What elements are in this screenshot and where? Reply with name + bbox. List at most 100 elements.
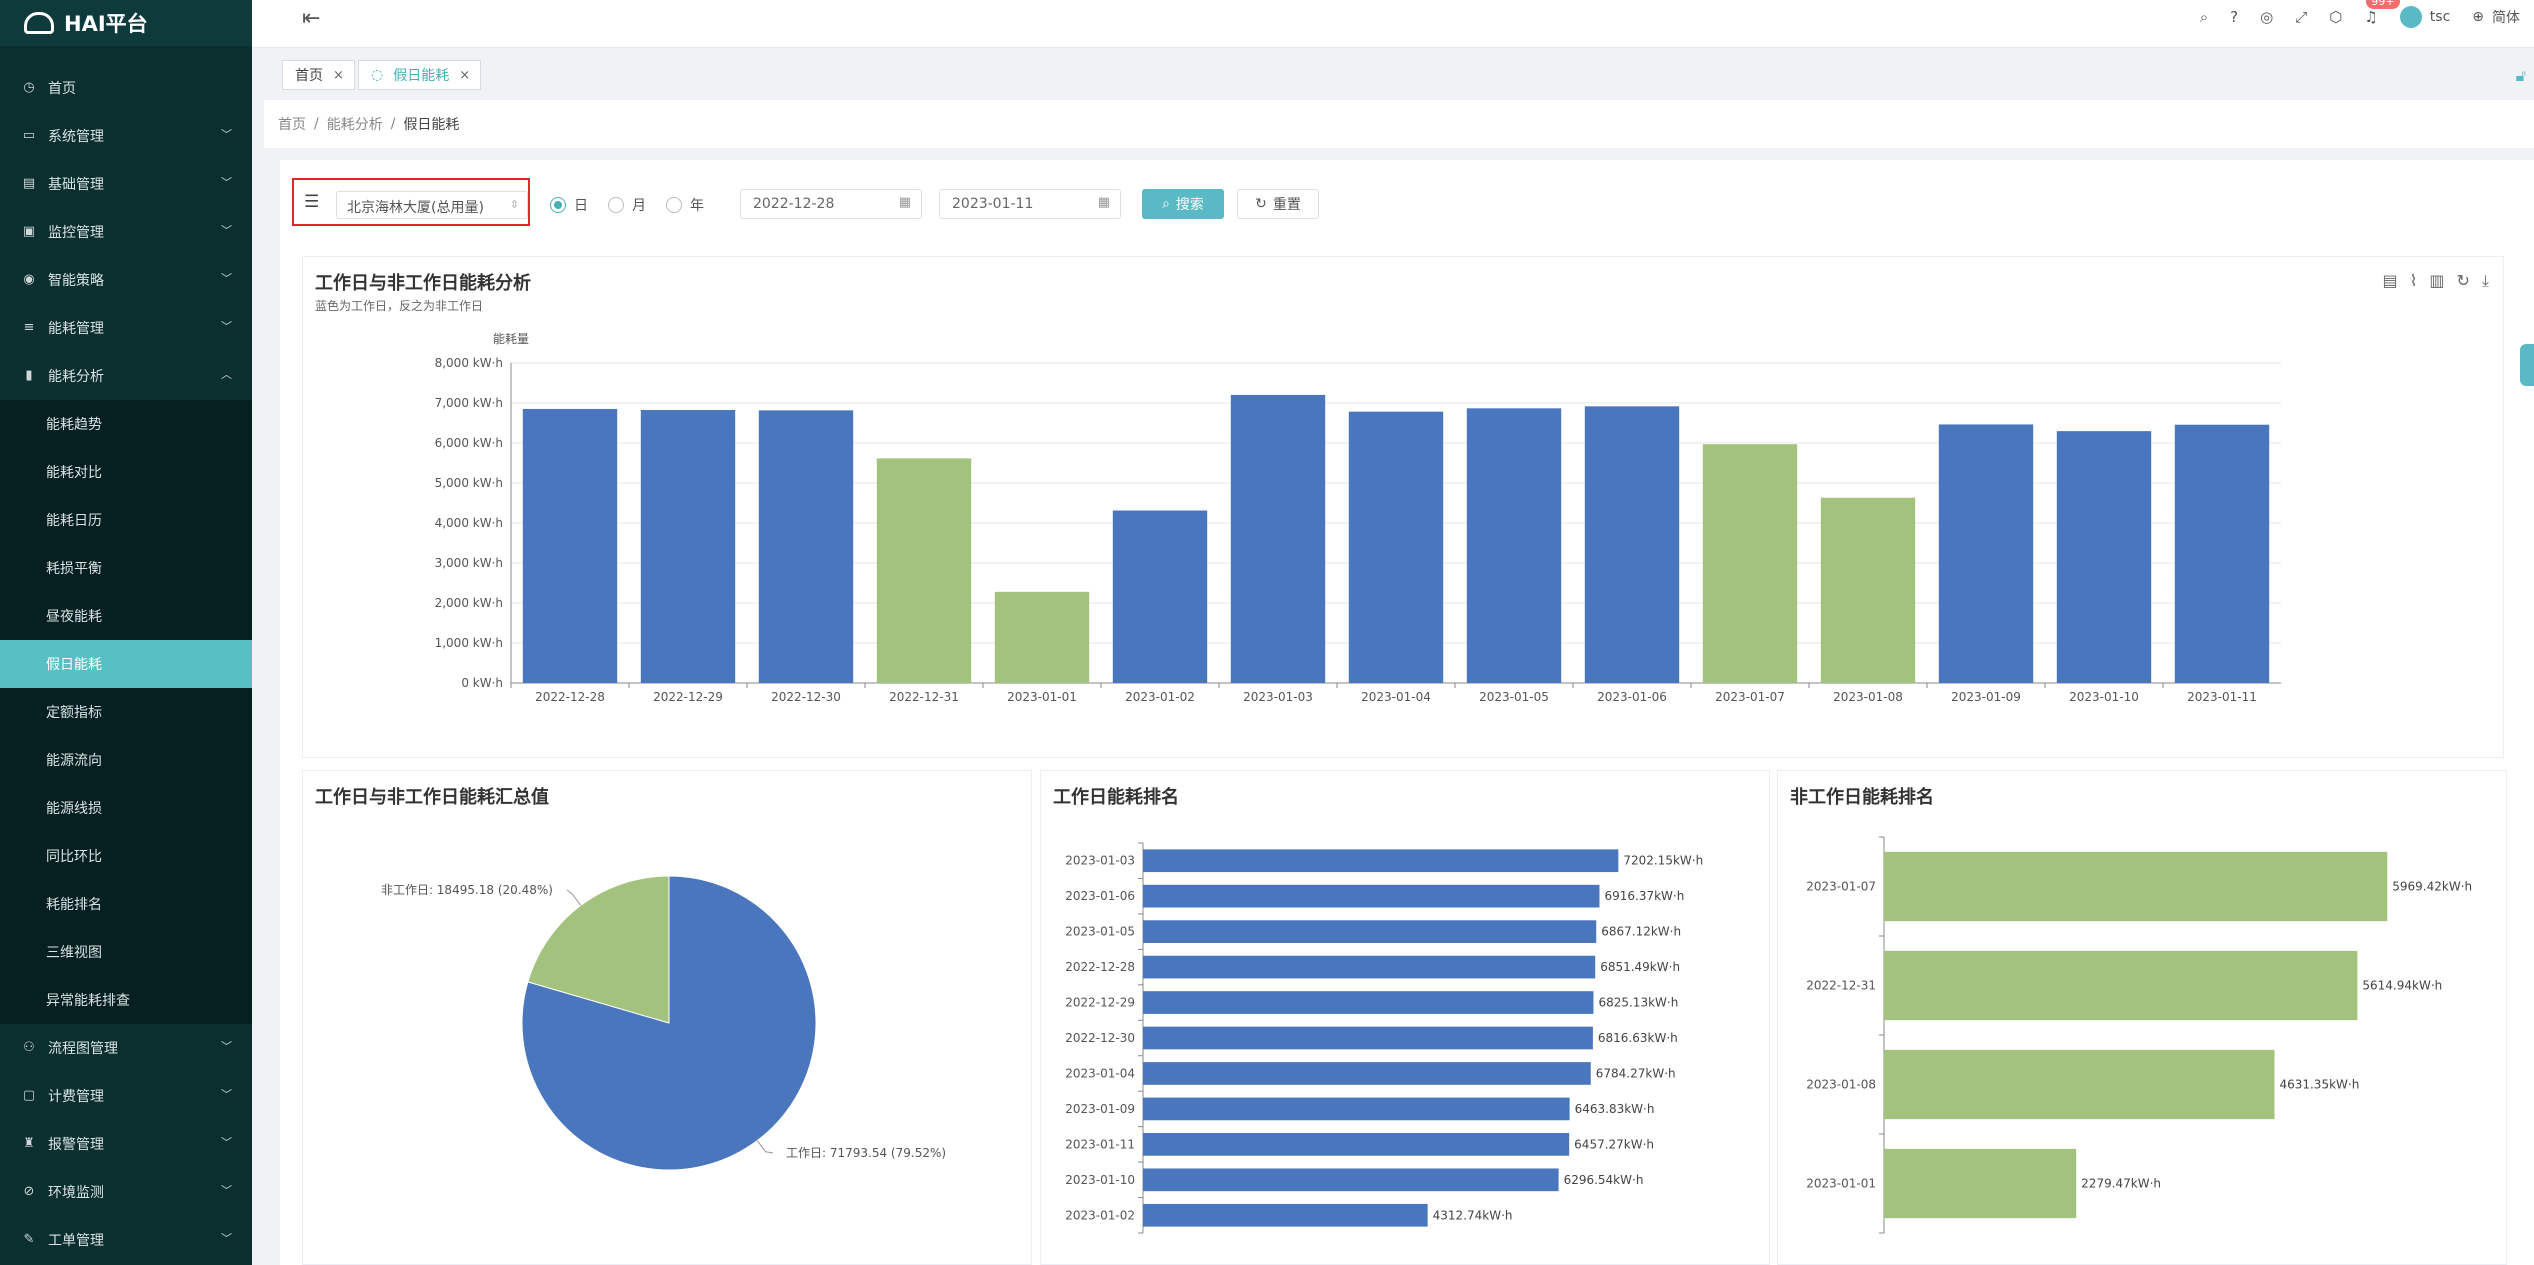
sidebar-subitem[interactable]: 同比环比 xyxy=(46,849,102,865)
sidebar-subitem[interactable]: 能耗对比 xyxy=(46,465,102,481)
sidebar-subitem[interactable]: 能源流向 xyxy=(46,753,102,769)
refresh-icon: ↻ xyxy=(1255,196,1267,212)
billing-icon: ▢ xyxy=(22,1088,36,1103)
y-axis-label: 能耗量 xyxy=(493,332,529,346)
avatar xyxy=(2399,6,2422,28)
workday-rank-chart: 2023-01-03 7202.15kW·h 2023-01-06 6916.37kW… xyxy=(1065,842,1703,1234)
start-date-input[interactable]: 2022-12-28 ▦ xyxy=(740,189,922,219)
rank-category-label: 2023-01-02 xyxy=(1065,1208,1135,1222)
radio-button[interactable] xyxy=(550,197,566,213)
github-icon[interactable]: ◎ xyxy=(2260,8,2274,26)
y-tick-label: 4,000 kW·h xyxy=(435,516,503,530)
sidebar-subitem[interactable]: 昼夜能耗 xyxy=(46,609,102,625)
sidebar-item[interactable]: ✎ 工单管理 ﹀ xyxy=(0,1216,252,1264)
sliders-icon: ≡ xyxy=(23,320,35,335)
sidebar-subitem[interactable]: 耗能排名 xyxy=(46,897,102,913)
sidebar-subitem[interactable]: 假日能耗 xyxy=(0,640,252,688)
sidebar-subitem[interactable]: 能耗日历 xyxy=(46,513,102,529)
sidebar-item[interactable]: ▤ 基础管理 ﹀ xyxy=(0,160,252,208)
bar-chart-subtitle: 蓝色为工作日，反之为非工作日 xyxy=(315,299,484,313)
chart-toolbox: ▤ ⌇ ▥ ↻ ⤓ xyxy=(2382,271,2489,291)
rank-bar-2023-01-01 xyxy=(1884,1148,2077,1219)
tab-holiday-energy[interactable]: ◌ 假日能耗 × xyxy=(358,60,482,90)
data-view-icon[interactable]: ▤ xyxy=(2382,271,2398,290)
chevron-down-icon: ﹀ xyxy=(221,1136,232,1149)
x-tick-label: 2022-12-29 xyxy=(653,690,723,704)
reset-button-label: 重置 xyxy=(1272,197,1301,213)
tab-home[interactable]: 首页 × xyxy=(282,60,355,90)
app-logo[interactable]: HAI平台 xyxy=(0,0,252,46)
sidebar-item[interactable]: ≡ 能耗管理 ﹀ xyxy=(0,304,252,352)
sidebar-subitem[interactable]: 能源线损 xyxy=(46,801,102,817)
location-icon: ◉ xyxy=(23,272,35,287)
sidebar-subitem[interactable]: 能耗趋势 xyxy=(46,417,102,433)
rank-bar-2023-01-07 xyxy=(1884,851,2388,922)
radio-label: 年 xyxy=(690,198,704,214)
search-icon: ⌕ xyxy=(1162,196,1170,212)
chevron-down-icon: ﹀ xyxy=(221,128,232,141)
sidebar-subitem[interactable]: 异常能耗排查 xyxy=(46,993,130,1009)
sidebar-item[interactable]: ⚇ 流程图管理 ﹀ xyxy=(0,1024,252,1072)
y-tick-label: 3,000 kW·h xyxy=(435,556,503,570)
lock-icon[interactable]: 🔓︎ xyxy=(2515,66,2526,85)
menu-fold-icon[interactable]: ⇤ xyxy=(302,6,321,31)
radio-day[interactable]: 日 xyxy=(550,195,588,215)
radio-button[interactable] xyxy=(608,197,624,213)
close-icon[interactable]: × xyxy=(333,67,344,83)
bell-icon[interactable]: ♫ 99+ xyxy=(2364,0,2400,26)
restore-icon[interactable]: ↻ xyxy=(2456,271,2470,290)
close-icon[interactable]: × xyxy=(459,67,471,83)
sidebar-item[interactable]: ▣ 监控管理 ﹀ xyxy=(0,208,252,256)
tree-toggle-icon[interactable]: ☰ xyxy=(304,192,320,212)
pie-label: 工作日: 71793.54 (79.52%) xyxy=(786,1146,946,1160)
x-tick-label: 2023-01-08 xyxy=(1833,690,1903,704)
chevron-down-icon: ﹀ xyxy=(221,224,232,237)
download-icon[interactable]: ⤓ xyxy=(2481,271,2489,290)
end-date-input[interactable]: 2023-01-11 ▦ xyxy=(939,189,1121,219)
sidebar-subitem[interactable]: 定额指标 xyxy=(46,705,102,721)
radio-month[interactable]: 月 xyxy=(608,195,646,215)
sidebar-subitem[interactable]: 耗损平衡 xyxy=(46,561,102,577)
rank-category-label: 2023-01-10 xyxy=(1065,1173,1135,1187)
sidebar-item[interactable]: ◉ 智能策略 ﹀ xyxy=(0,256,252,304)
sidebar-item[interactable]: ▭ 系统管理 ﹀ xyxy=(0,112,252,160)
bar-chart-icon[interactable]: ▥ xyxy=(2429,271,2445,290)
help-icon[interactable]: ? xyxy=(2230,8,2239,26)
rank-bar-2022-12-29 xyxy=(1143,991,1594,1014)
breadcrumb-home[interactable]: 首页 xyxy=(278,117,306,133)
rank-bar-2023-01-09 xyxy=(1143,1097,1570,1121)
language-label: 简体 xyxy=(2492,10,2520,26)
chart-icon: ▮ xyxy=(25,368,33,383)
settings-drawer-handle[interactable] xyxy=(2520,344,2534,386)
reset-button[interactable]: ↻ 重置 xyxy=(1237,189,1319,219)
notification-badge: 99+ xyxy=(2366,0,2400,9)
rank-value-label: 4312.74kW·h xyxy=(1433,1208,1513,1222)
workorder-icon: ✎ xyxy=(23,1232,35,1247)
radio-button[interactable] xyxy=(666,197,682,213)
sidebar-item[interactable]: ▮ 能耗分析 ︿ xyxy=(0,352,252,400)
language-switch[interactable]: ⊕ 简体 xyxy=(2472,7,2520,27)
search-icon[interactable]: ⌕ xyxy=(2199,8,2209,26)
size-icon[interactable]: ⬡ xyxy=(2329,8,2343,26)
sidebar-item[interactable]: ♜ 报警管理 ﹀ xyxy=(0,1120,252,1168)
breadcrumb-analysis[interactable]: 能耗分析 xyxy=(326,117,383,133)
sidebar-item[interactable]: ⊘ 环境监测 ﹀ xyxy=(0,1168,252,1216)
chevron-down-icon: ﹀ xyxy=(221,1232,232,1245)
rank-category-label: 2023-01-07 xyxy=(1806,880,1876,894)
rank-category-label: 2022-12-29 xyxy=(1065,996,1135,1010)
radio-year[interactable]: 年 xyxy=(666,195,704,215)
sidebar-subitem[interactable]: 三维视图 xyxy=(46,945,102,961)
rank-category-label: 2022-12-31 xyxy=(1806,979,1876,993)
sidebar-item[interactable]: ◷ 首页 xyxy=(0,64,252,112)
line-chart-icon[interactable]: ⌇ xyxy=(2409,271,2418,290)
building-select[interactable]: 北京海林大厦(总用量) ⇳ xyxy=(336,191,528,219)
sidebar-item[interactable]: ▢ 计费管理 ﹀ xyxy=(0,1072,252,1120)
alarm-icon: ♜ xyxy=(23,1136,35,1151)
bar-2022-12-28 xyxy=(522,408,618,683)
monitor-icon: ▭ xyxy=(22,128,36,143)
pie-label-line xyxy=(566,889,582,906)
search-button[interactable]: ⌕ 搜索 xyxy=(1142,189,1224,219)
rank-value-label: 7202.15kW·h xyxy=(1623,854,1703,868)
fullscreen-icon[interactable]: ⤢ xyxy=(2295,8,2308,26)
user-menu[interactable]: tsc xyxy=(2399,6,2450,28)
